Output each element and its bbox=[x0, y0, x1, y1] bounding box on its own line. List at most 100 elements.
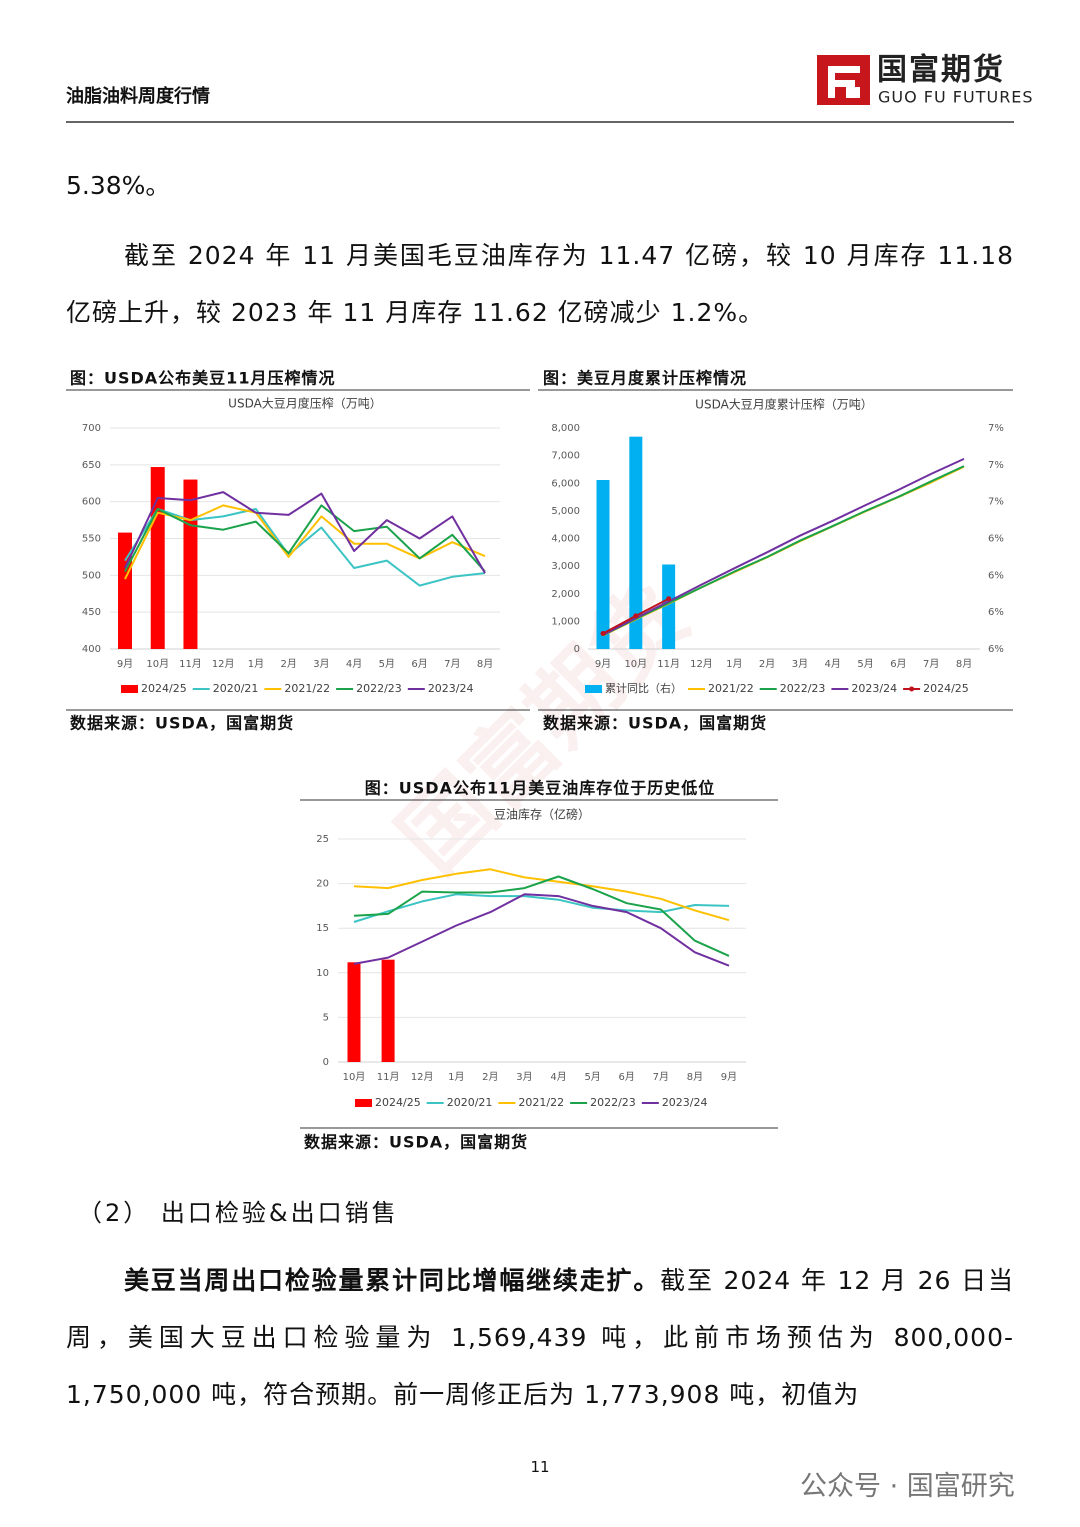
y2-tick-label: 7% bbox=[988, 423, 1004, 434]
figure-caption: 图：USDA公布11月美豆油库存位于历史低位 bbox=[365, 779, 715, 798]
x-tick-label: 2月 bbox=[759, 658, 775, 670]
legend-label: 2023/24 bbox=[428, 682, 474, 695]
legend-label: 累计同比（右） bbox=[605, 681, 682, 695]
legend-label: 2022/23 bbox=[356, 682, 402, 695]
bar bbox=[347, 962, 361, 1062]
legend-label: 2024/25 bbox=[141, 682, 187, 695]
x-tick-label: 11月 bbox=[179, 658, 202, 670]
legend-label: 2023/24 bbox=[662, 1096, 708, 1109]
x-tick-label: 3月 bbox=[313, 658, 329, 670]
x-tick-label: 2月 bbox=[482, 1071, 498, 1083]
y-tick-label: 5 bbox=[323, 1012, 329, 1023]
footer: 公众号 · 国富研究 bbox=[800, 1471, 1015, 1502]
x-tick-label: 8月 bbox=[477, 658, 493, 670]
legend-swatch bbox=[355, 1099, 372, 1107]
x-tick-label: 4月 bbox=[825, 658, 841, 670]
x-tick-label: 10月 bbox=[146, 658, 169, 670]
marker bbox=[633, 613, 639, 619]
legend-label: 2022/23 bbox=[590, 1096, 636, 1109]
y-tick-label: 5,000 bbox=[551, 506, 580, 517]
y-tick-label: 1,000 bbox=[551, 616, 580, 627]
legend-label: 2024/25 bbox=[375, 1096, 421, 1109]
figure-caption: 图：美豆月度累计压榨情况 bbox=[543, 369, 747, 388]
x-tick-label: 7月 bbox=[923, 658, 939, 670]
x-tick-label: 8月 bbox=[956, 658, 972, 670]
legend-label: 2023/24 bbox=[851, 682, 897, 695]
x-tick-label: 1月 bbox=[726, 658, 742, 670]
x-tick-label: 9月 bbox=[721, 1071, 737, 1083]
x-tick-label: 7月 bbox=[444, 658, 460, 670]
y-tick-label: 2,000 bbox=[551, 589, 580, 600]
figure-source: 数据来源：USDA，国富期货 bbox=[304, 1133, 528, 1152]
bar bbox=[118, 532, 132, 649]
line bbox=[602, 465, 965, 637]
x-tick-label: 3月 bbox=[516, 1071, 532, 1083]
legend-label: 2020/21 bbox=[213, 682, 259, 695]
x-tick-label: 5月 bbox=[379, 658, 395, 670]
line bbox=[124, 504, 486, 573]
legend-label: 2021/22 bbox=[708, 682, 754, 695]
bar bbox=[150, 467, 165, 649]
y-tick-label: 500 bbox=[82, 570, 101, 581]
y-tick-label: 650 bbox=[82, 460, 101, 471]
bar bbox=[662, 564, 676, 649]
line bbox=[353, 893, 730, 967]
y-tick-label: 400 bbox=[82, 644, 101, 655]
line bbox=[124, 491, 486, 574]
y-tick-label: 3,000 bbox=[551, 561, 580, 572]
y2-tick-label: 7% bbox=[988, 497, 1004, 508]
figure-source: 数据来源：USDA，国富期货 bbox=[70, 714, 294, 733]
legend-swatch bbox=[585, 685, 602, 693]
paragraph: 截至 2024 年 11 月美国毛豆油库存为 11.47 亿磅，较 10 月库存… bbox=[66, 241, 1014, 327]
logo-subtext: GUO FU FUTURES bbox=[878, 88, 1034, 107]
y-tick-label: 15 bbox=[316, 923, 329, 934]
y2-tick-label: 6% bbox=[988, 644, 1004, 655]
figure-caption: 图：USDA公布美豆11月压榨情况 bbox=[70, 369, 335, 388]
y-tick-label: 7,000 bbox=[551, 451, 580, 462]
y2-tick-label: 7% bbox=[988, 460, 1004, 471]
chart-title: USDA大豆月度累计压榨（万吨） bbox=[695, 397, 873, 412]
y-tick-label: 0 bbox=[323, 1057, 329, 1068]
x-tick-label: 2月 bbox=[280, 658, 296, 670]
line bbox=[353, 868, 730, 922]
y-tick-label: 20 bbox=[316, 879, 329, 890]
y2-tick-label: 6% bbox=[988, 570, 1004, 581]
bar bbox=[381, 959, 395, 1062]
y-tick-label: 6,000 bbox=[551, 478, 580, 489]
x-tick-label: 3月 bbox=[792, 658, 808, 670]
y-tick-label: 0 bbox=[574, 644, 580, 655]
x-tick-label: 11月 bbox=[657, 658, 680, 670]
x-tick-label: 6月 bbox=[619, 1071, 635, 1083]
legend-swatch bbox=[909, 686, 915, 692]
legend-label: 2021/22 bbox=[518, 1096, 564, 1109]
marker bbox=[600, 631, 606, 637]
lead: 美豆当周出口检验量累计同比增幅继续走扩。 bbox=[124, 1266, 661, 1295]
y2-tick-label: 6% bbox=[988, 607, 1004, 618]
figure-source: 数据来源：USDA，国富期货 bbox=[543, 714, 767, 733]
text: 截至 2024 年 12 月 26 日当周，美国大豆出口检验量为 1,569,4… bbox=[66, 1266, 1014, 1409]
logo-text: 国富期货 bbox=[877, 53, 1005, 88]
bar bbox=[596, 480, 610, 649]
x-tick-label: 5月 bbox=[584, 1071, 600, 1083]
x-tick-label: 9月 bbox=[117, 658, 133, 670]
x-tick-label: 10月 bbox=[343, 1071, 366, 1083]
legend-swatch bbox=[121, 685, 138, 693]
y-tick-label: 550 bbox=[82, 534, 101, 545]
x-tick-label: 10月 bbox=[624, 658, 647, 670]
x-tick-label: 1月 bbox=[448, 1071, 464, 1083]
legend-label: 2022/23 bbox=[780, 682, 826, 695]
y-tick-label: 10 bbox=[316, 968, 329, 979]
x-tick-label: 12月 bbox=[212, 658, 235, 670]
y-tick-label: 600 bbox=[82, 497, 101, 508]
y-tick-label: 700 bbox=[82, 423, 101, 434]
bar bbox=[629, 436, 643, 649]
legend-label: 2021/22 bbox=[284, 682, 330, 695]
x-tick-label: 4月 bbox=[550, 1071, 566, 1083]
x-tick-label: 12月 bbox=[411, 1071, 434, 1083]
x-tick-label: 6月 bbox=[411, 658, 427, 670]
y-tick-label: 450 bbox=[82, 607, 101, 618]
chart-title: 豆油库存（亿磅） bbox=[494, 807, 590, 822]
y2-tick-label: 6% bbox=[988, 534, 1004, 545]
